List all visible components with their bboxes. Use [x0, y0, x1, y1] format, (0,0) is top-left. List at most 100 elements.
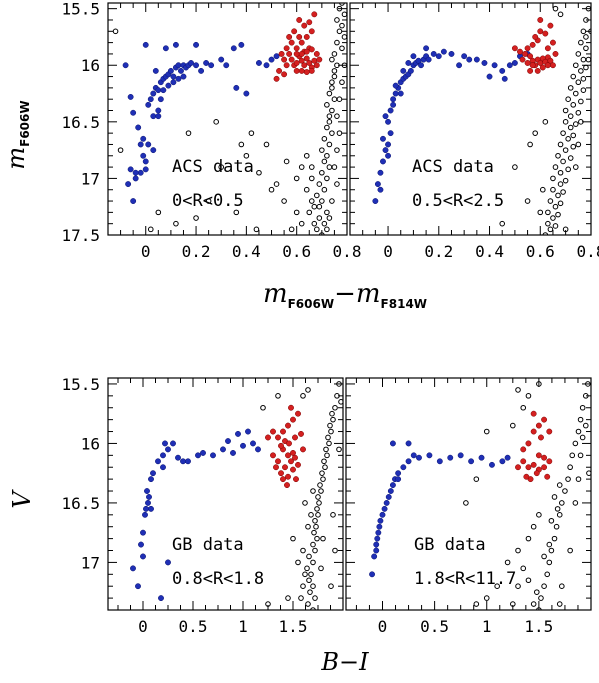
- red_clump-point: [293, 50, 300, 57]
- field-point: [341, 11, 347, 18]
- red_clump-point: [535, 452, 542, 459]
- field-point: [326, 164, 333, 170]
- field-point: [312, 547, 318, 554]
- field-point: [556, 482, 563, 488]
- blue_hb-point: [395, 476, 402, 483]
- field-point: [530, 601, 537, 607]
- field-point: [567, 464, 573, 471]
- panel-annotation-range: 1.8<R<11.7: [414, 569, 516, 589]
- x-tick-label: 0.4: [232, 242, 261, 261]
- field-point: [572, 62, 579, 69]
- red_clump-point: [295, 410, 301, 417]
- field-point: [155, 209, 162, 216]
- plot-frame-bottom-left: [107, 377, 344, 611]
- blue_hb-point: [389, 440, 396, 447]
- field-point: [334, 17, 340, 23]
- blue_hb-point: [148, 476, 154, 483]
- x-tick-label: 0.5: [420, 617, 449, 636]
- field-point: [320, 476, 326, 482]
- y-tick-label: 16.5: [61, 494, 100, 513]
- field-point: [268, 186, 275, 193]
- field-point: [577, 416, 584, 423]
- panel-annotation-source: GB data: [172, 535, 244, 555]
- blue_hb-point: [155, 458, 161, 465]
- field-point: [319, 470, 325, 476]
- field-point: [560, 130, 566, 136]
- field-point: [324, 226, 330, 233]
- red_clump-point: [530, 410, 537, 417]
- red_clump-point: [275, 434, 281, 441]
- field-point: [572, 164, 579, 170]
- field-point: [316, 215, 323, 221]
- red_clump-point: [527, 67, 534, 74]
- red_clump-point: [306, 19, 313, 26]
- field-point: [560, 158, 566, 165]
- red_clump-point: [525, 464, 532, 471]
- field-point: [326, 440, 332, 447]
- field-point: [334, 181, 340, 187]
- field-point: [321, 136, 328, 142]
- blue_hb-point: [140, 529, 146, 536]
- red_clump-point: [295, 461, 301, 468]
- field-point: [555, 211, 561, 218]
- blue_hb-point: [245, 428, 251, 435]
- blue_hb-point: [380, 158, 386, 165]
- blue_hb-point: [150, 147, 157, 154]
- red_clump-point: [515, 464, 521, 471]
- blue_hb-point: [379, 511, 386, 518]
- blue_hb-point: [369, 571, 376, 578]
- blue_hb-point: [175, 454, 181, 461]
- field-point: [520, 404, 527, 411]
- field-point: [321, 458, 327, 465]
- field-point: [300, 393, 306, 399]
- field-point: [305, 387, 311, 393]
- field-point: [551, 535, 558, 542]
- field-point: [538, 595, 544, 601]
- blue_hb-point: [180, 458, 186, 465]
- red_clump-point: [519, 56, 526, 63]
- x-tick-label: 0: [141, 242, 151, 261]
- field-point: [318, 565, 324, 572]
- blue_hb-point: [263, 62, 270, 69]
- field-point: [578, 39, 584, 46]
- red_clump-point: [280, 476, 286, 483]
- field-point: [570, 132, 577, 139]
- blue_hb-point: [389, 482, 396, 489]
- blue_hb-point: [374, 181, 381, 188]
- blue_hb-point: [150, 113, 157, 120]
- blue_hb-point: [499, 67, 506, 74]
- x-tick-label: 1.5: [279, 617, 308, 636]
- blue_hb-point: [160, 87, 167, 94]
- field-point: [510, 422, 516, 429]
- field-point: [288, 226, 295, 233]
- field-point: [303, 152, 310, 159]
- red_clump-point: [280, 428, 286, 435]
- blue_hb-point: [374, 535, 381, 542]
- red_clump-point: [292, 454, 298, 461]
- field-point: [318, 488, 324, 494]
- red_clump-point: [285, 452, 291, 459]
- red_clump-point: [544, 45, 551, 52]
- field-point: [578, 98, 584, 105]
- field-point: [329, 410, 335, 417]
- field-point: [321, 186, 328, 193]
- blue_hb-point: [405, 458, 412, 465]
- field-point: [329, 56, 335, 63]
- field-point: [473, 476, 480, 482]
- red_clump-point: [313, 62, 320, 69]
- red_clump-point: [296, 34, 303, 40]
- blue_hb-point: [478, 454, 485, 461]
- blue_hb-point: [185, 458, 191, 465]
- red_clump-point: [517, 48, 523, 55]
- field-point: [310, 559, 316, 566]
- red_clump-point: [286, 34, 293, 40]
- red_clump-point: [303, 48, 310, 55]
- red_clump-point: [285, 473, 291, 480]
- red_clump-point: [298, 39, 305, 46]
- blue_hb-point: [155, 113, 162, 120]
- blue_hb-point: [447, 454, 454, 461]
- field-point: [205, 198, 212, 204]
- red_clump-point: [288, 404, 294, 411]
- field-point: [316, 500, 322, 506]
- blue_hb-point: [235, 430, 241, 437]
